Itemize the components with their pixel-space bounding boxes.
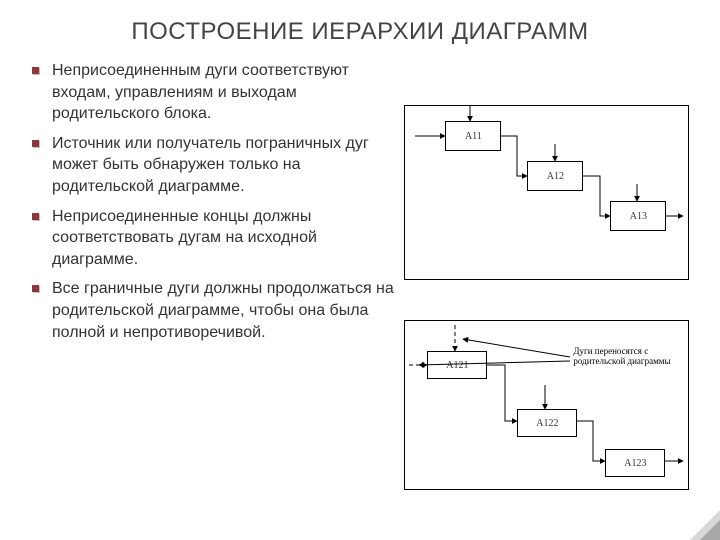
diagram-column: А11 А12 А13 <box>404 60 690 490</box>
node-a121: А121 <box>427 351 487 379</box>
child-diagram-panel: А121 А122 А123 Дуги переносятся с родите… <box>404 320 689 490</box>
parent-diagram-panel: А11 А12 А13 <box>404 105 689 280</box>
node-a12: А12 <box>527 161 583 191</box>
node-a11: А11 <box>445 121 501 151</box>
page-fold-icon <box>690 510 720 540</box>
bullet-item: Все граничные дуги должны продолжаться н… <box>30 278 394 343</box>
node-a13: А13 <box>610 201 666 231</box>
bullet-item: Неприсоединенным дуги соответствуют вход… <box>30 60 394 125</box>
slide: ПОСТРОЕНИЕ ИЕРАРХИИ ДИАГРАММ Неприсоедин… <box>0 0 720 540</box>
carry-arcs-note: Дуги переносятся с родительской диаграмм… <box>573 346 683 367</box>
bullet-item: Источник или получатель пограничных дуг … <box>30 133 394 198</box>
bullet-item: Неприсоединенные концы должны соответств… <box>30 206 394 271</box>
node-a122: А122 <box>517 409 577 437</box>
node-a123: А123 <box>605 449 665 477</box>
slide-title: ПОСТРОЕНИЕ ИЕРАРХИИ ДИАГРАММ <box>30 18 690 46</box>
bullet-list: Неприсоединенным дуги соответствуют вход… <box>30 60 394 490</box>
content-row: Неприсоединенным дуги соответствуют вход… <box>30 60 690 490</box>
